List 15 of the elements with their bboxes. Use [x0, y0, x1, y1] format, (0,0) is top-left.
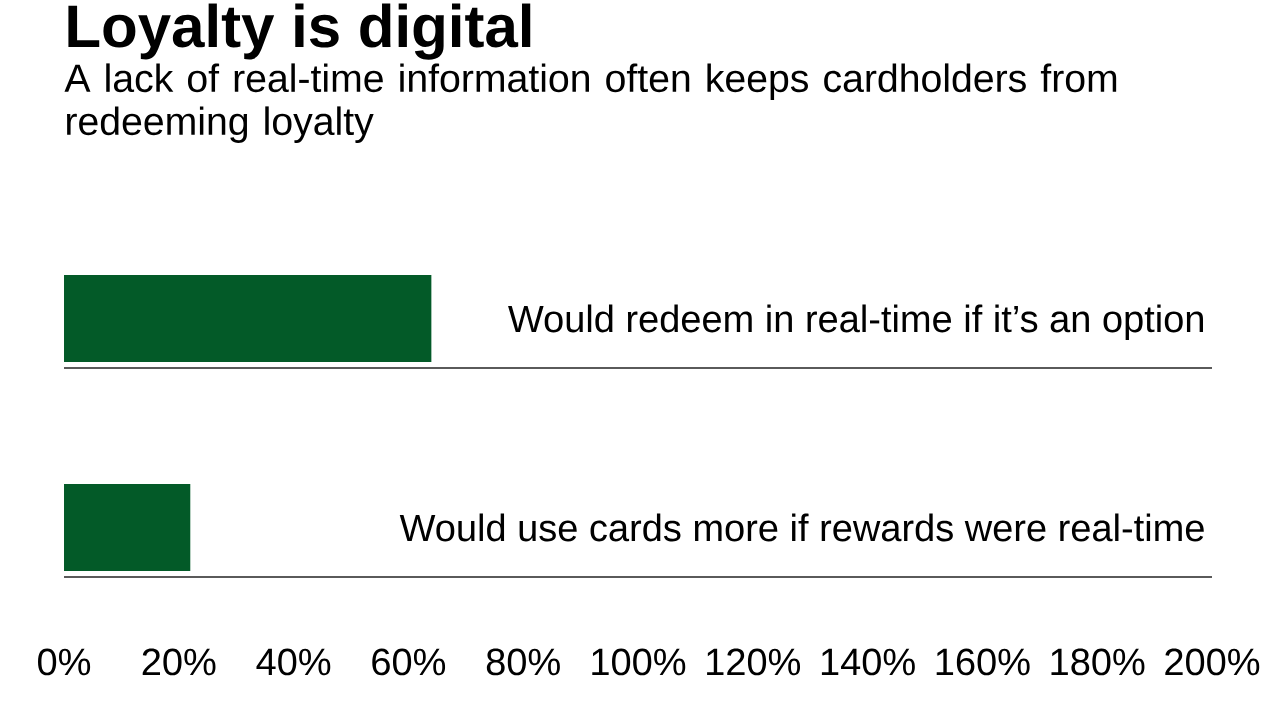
x-tick-label: 60%	[372, 648, 446, 676]
x-tick-label: 140%	[821, 648, 915, 676]
y-tick-label: Would use cards more if rewards were real-time	[399, 513, 1204, 542]
x-tick-label: 120%	[707, 648, 801, 676]
x-tick-label: 160%	[936, 648, 1030, 676]
chart-title: Loyalty is digital	[68, 3, 531, 60]
chart-subtitle: A lack of real-time information often keeps cardholders from redeeming loyalty	[64, 63, 1117, 143]
x-tick-label: 20%	[142, 648, 216, 676]
x-tick-label: 100%	[592, 648, 686, 676]
y-tick-label: Would redeem in real-time if it’s an option	[508, 304, 1203, 340]
x-tick-label: 180%	[1051, 648, 1145, 676]
x-tick-label: 80%	[486, 648, 560, 676]
x-tick-label: 0%	[38, 648, 91, 676]
x-tick-label: 200%	[1165, 648, 1260, 676]
x-tick-label: 40%	[256, 648, 331, 676]
